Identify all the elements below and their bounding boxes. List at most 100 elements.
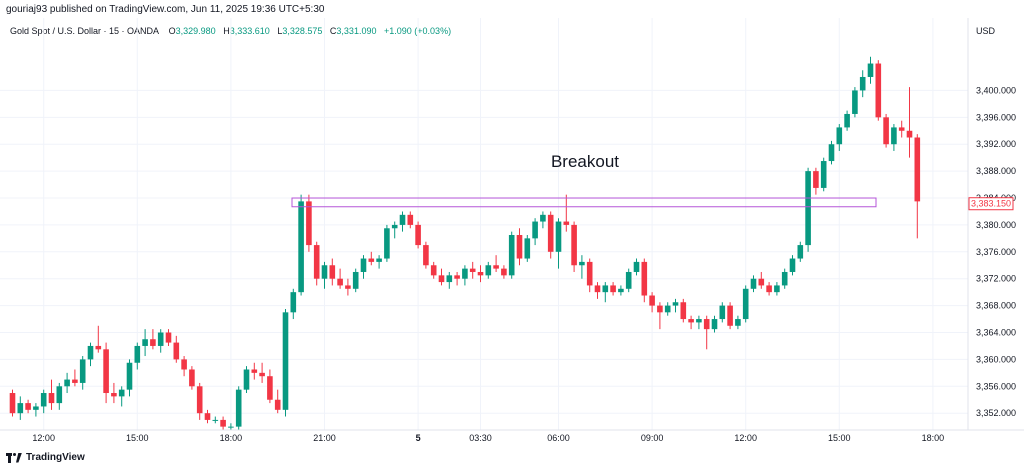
candle <box>399 211 406 232</box>
candle-body <box>657 305 663 313</box>
tradingview-footer[interactable]: TradingView <box>6 452 85 463</box>
candle <box>142 329 148 357</box>
time-tick-label: 15:00 <box>126 433 149 443</box>
price-tick-label: 3,388.000 <box>976 166 1016 176</box>
candle <box>688 315 694 330</box>
candle <box>594 282 601 299</box>
candle-body <box>376 258 382 262</box>
candle <box>758 271 765 289</box>
candle-body <box>189 369 195 387</box>
low-value: 3,328.575 <box>282 26 323 36</box>
candle-body <box>337 278 343 286</box>
candle-body <box>844 113 850 128</box>
candle-body <box>571 224 577 266</box>
open-value: 3,329.980 <box>175 26 216 36</box>
candle <box>680 298 687 323</box>
price-tick-label: 3,356.000 <box>976 381 1016 391</box>
candle <box>345 278 351 296</box>
candle-body <box>454 275 460 279</box>
candle <box>508 231 515 279</box>
candle <box>181 356 187 377</box>
candle-body <box>368 258 375 262</box>
candle <box>274 389 281 414</box>
candle-body <box>883 117 889 145</box>
change-value: +1.090 (+0.03%) <box>384 26 452 36</box>
candle <box>48 379 55 410</box>
candle <box>40 389 47 414</box>
candle <box>204 409 211 424</box>
candle-body <box>477 271 484 276</box>
candle-body <box>196 386 203 414</box>
price-tick-label: 3,360.000 <box>976 354 1016 364</box>
candle-body <box>914 137 921 202</box>
candle <box>649 292 655 313</box>
candle-body <box>469 268 476 272</box>
candle-body <box>563 221 570 225</box>
candle-body <box>774 285 780 293</box>
candle-body <box>438 275 445 283</box>
candle <box>898 120 905 138</box>
candle <box>859 70 866 98</box>
candle <box>173 335 180 363</box>
candle-body <box>649 295 655 306</box>
candle <box>391 221 398 239</box>
candle <box>485 261 492 279</box>
price-tick-label: 3,368.000 <box>976 301 1016 311</box>
candle <box>423 241 429 269</box>
last-price-marker <box>968 197 1014 211</box>
candle-body <box>360 258 367 272</box>
candle-body <box>352 271 359 289</box>
time-tick-label: 06:00 <box>547 433 570 443</box>
candle <box>820 157 827 192</box>
candle <box>9 389 16 417</box>
candle <box>657 302 663 330</box>
candle <box>711 315 718 333</box>
currency-label[interactable]: USD <box>976 26 996 36</box>
candle-body <box>64 379 70 387</box>
candle-body <box>688 319 694 323</box>
candle <box>750 275 757 293</box>
candle <box>243 366 250 394</box>
symbol-name[interactable]: Gold Spot / U.S. Dollar · 15 · OANDA <box>10 26 159 36</box>
candle-body <box>95 345 102 350</box>
candles-layer <box>9 56 921 430</box>
last-price-label: 3,383.150 <box>971 199 1011 209</box>
candle-body <box>703 319 710 330</box>
candle <box>95 325 102 353</box>
candle <box>438 268 445 286</box>
time-tick-label: 18:00 <box>922 433 945 443</box>
candle <box>672 298 679 313</box>
price-axis: 3,352.000 3,356.000 3,360.000 3,364.000 3,36… <box>976 85 1016 418</box>
candle-body <box>243 369 250 390</box>
candle <box>555 218 562 269</box>
candle-body <box>446 275 453 283</box>
candle-body <box>540 214 546 222</box>
candle-body <box>485 265 492 276</box>
candle-body <box>891 127 897 145</box>
price-tick-label: 3,376.000 <box>976 247 1016 257</box>
candle <box>664 302 671 316</box>
candle <box>875 60 882 121</box>
candle <box>290 288 297 320</box>
candle-body <box>17 403 24 414</box>
candle-body <box>259 372 265 377</box>
candle-body <box>633 261 640 272</box>
candle-body <box>602 285 609 293</box>
candle-body <box>867 63 874 77</box>
candle-body <box>727 305 733 326</box>
candle <box>789 255 796 276</box>
candle-body <box>150 339 156 346</box>
candle <box>586 258 593 293</box>
breakout-annotation: Breakout <box>551 152 619 171</box>
candle-body <box>126 362 133 390</box>
candle-body <box>423 245 429 266</box>
candle-body <box>251 369 258 373</box>
candle-body <box>508 235 515 276</box>
candle <box>196 382 203 420</box>
candle-body <box>79 359 86 383</box>
candle <box>618 285 624 296</box>
candle <box>742 285 749 323</box>
time-tick-label: 5 <box>416 433 421 443</box>
candle <box>696 315 702 330</box>
